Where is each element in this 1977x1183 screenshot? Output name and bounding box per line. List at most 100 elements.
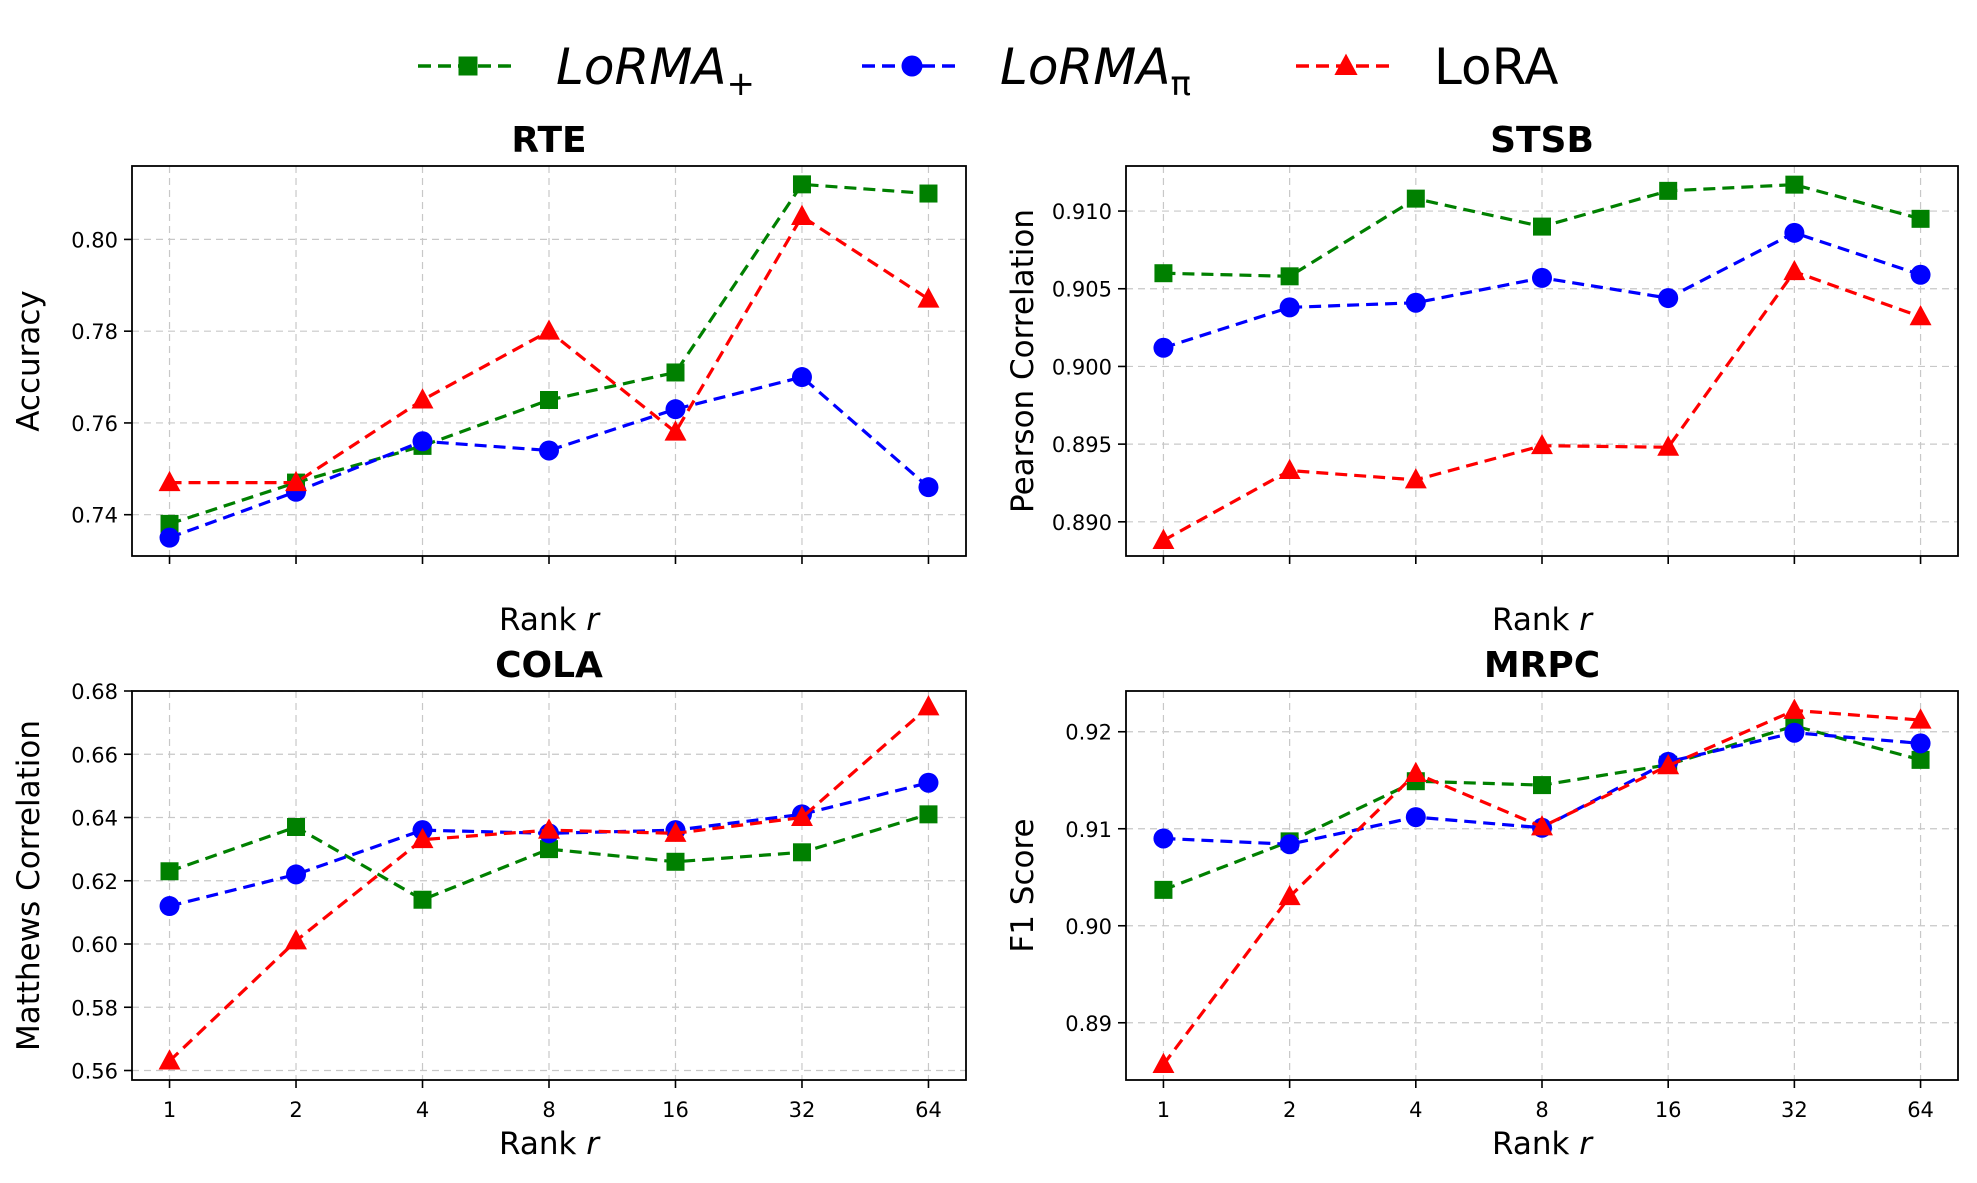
- x-tick-label: 1: [1157, 1098, 1170, 1122]
- data-point-lorma_plus: [1154, 264, 1173, 283]
- data-point-lora: [1404, 468, 1427, 489]
- data-point-lorma_pi: [1405, 807, 1426, 828]
- data-point-lora: [1404, 761, 1427, 782]
- legend-label: LoRMAπ: [1000, 38, 1191, 104]
- x-tick-label: 32: [789, 1098, 816, 1122]
- y-tick-label: 0.90: [1065, 915, 1112, 939]
- data-point-lorma_plus: [160, 514, 179, 533]
- y-tick-label: 0.910: [1052, 200, 1112, 224]
- data-point-lorma_pi: [1784, 722, 1805, 743]
- plot-frame: [1125, 165, 1959, 557]
- data-point-lorma_plus: [919, 805, 938, 824]
- panel-mrpc: 0.89 0.90 0.91 0.92 1 2 4 8 16 32 64 MRPC Rank r F1 S…: [1005, 645, 1959, 1162]
- data-point-lora: [1783, 698, 1806, 719]
- legend-marker: [901, 55, 923, 77]
- x-tick-label: 1: [163, 1098, 176, 1122]
- data-point-lorma_plus: [792, 843, 811, 862]
- data-point-lorma_plus: [792, 175, 811, 194]
- data-point-lora: [1657, 435, 1680, 456]
- data-point-lora: [791, 805, 813, 827]
- data-point-lora: [1152, 528, 1175, 549]
- plot-frame: [131, 690, 967, 1081]
- data-point-lorma_pi: [1658, 288, 1679, 309]
- legend-item-lorma_plus: LoRMA+: [418, 38, 755, 104]
- y-tick-label: 0.900: [1052, 355, 1112, 379]
- data-point-lorma_plus: [160, 862, 179, 881]
- data-point-lorma_pi: [412, 431, 433, 452]
- y-tick-label: 0.78: [71, 320, 118, 344]
- plot-frame: [131, 165, 967, 557]
- data-point-lora: [1152, 1052, 1175, 1073]
- legend-label: LoRMA+: [556, 38, 755, 104]
- y-axis-label: Accuracy: [11, 290, 47, 432]
- data-point-lorma_pi: [1153, 828, 1174, 849]
- x-tick-label: 2: [1283, 1098, 1296, 1122]
- panel-title: STSB: [1490, 120, 1594, 161]
- data-point-lorma_plus: [413, 890, 432, 909]
- data-point-lorma_pi: [665, 399, 686, 420]
- y-tick-label: 0.68: [71, 680, 118, 704]
- series-lorma_pi: [1153, 222, 1931, 358]
- panel-stsb: 0.890 0.895 0.900 0.905 0.910 STSB Rank r Pears…: [1005, 120, 1959, 638]
- data-point-lora: [1531, 815, 1553, 836]
- data-point-lorma_pi: [1910, 733, 1931, 754]
- legend-item-lorma_pi: LoRMAπ: [862, 38, 1191, 104]
- y-tick-label: 0.74: [71, 504, 118, 528]
- data-point-lora: [1278, 458, 1301, 480]
- x-tick-label: 2: [289, 1098, 302, 1122]
- data-point-lora: [1909, 708, 1932, 729]
- x-tick-label: 16: [1655, 1098, 1682, 1122]
- data-point-lorma_pi: [918, 772, 939, 793]
- panel-cola: 0.56 0.58 0.60 0.62 0.64 0.66 0.68 1 2 4 8 16 32 64 CO…: [11, 645, 967, 1162]
- y-tick-label: 0.64: [71, 807, 118, 831]
- plot-frame: [1125, 690, 1959, 1081]
- data-point-lorma_plus: [1280, 267, 1299, 286]
- x-tick-label: 16: [662, 1098, 689, 1122]
- y-tick-label: 0.62: [71, 870, 118, 894]
- data-point-lorma_plus: [919, 184, 938, 203]
- legend-marker: [458, 56, 478, 76]
- data-point-lora: [411, 827, 434, 849]
- legend-marker: [1334, 53, 1358, 75]
- series-lorma_pi: [159, 367, 939, 548]
- data-point-lorma_plus: [1785, 175, 1804, 194]
- legend: LoRMA+ LoRMAπ LoRA: [418, 38, 1559, 104]
- y-tick-label: 0.66: [71, 743, 118, 767]
- data-point-lorma_plus: [1154, 880, 1173, 899]
- x-axis-label: Rank r: [499, 1126, 601, 1162]
- data-point-lorma_plus: [540, 840, 558, 859]
- data-point-lorma_pi: [159, 896, 180, 917]
- series-lorma_plus: [1154, 175, 1930, 286]
- data-point-lorma_pi: [1405, 292, 1426, 313]
- data-point-lorma_pi: [1279, 834, 1300, 855]
- y-tick-label: 0.76: [71, 412, 118, 436]
- data-point-lora: [538, 818, 560, 839]
- data-point-lorma_pi: [539, 440, 559, 461]
- data-point-lorma_pi: [159, 527, 180, 548]
- y-axis-label: Matthews Correlation: [11, 720, 47, 1051]
- series-lora: [1152, 259, 1932, 549]
- data-point-lora: [917, 695, 940, 716]
- x-tick-label: 32: [1781, 1098, 1808, 1122]
- y-tick-label: 0.80: [71, 228, 118, 252]
- data-point-lorma_pi: [1910, 264, 1931, 285]
- legend-label: LoRA: [1434, 38, 1559, 96]
- data-point-lora: [1278, 884, 1301, 906]
- data-point-lorma_plus: [666, 852, 685, 871]
- data-point-lora: [1657, 753, 1680, 775]
- data-point-lora: [158, 1049, 181, 1070]
- x-tick-label: 8: [1535, 1098, 1548, 1122]
- x-axis-label: Rank r: [499, 602, 601, 638]
- data-point-lorma_pi: [1279, 297, 1300, 318]
- data-point-lora: [538, 319, 560, 340]
- x-tick-label: 4: [1409, 1098, 1422, 1122]
- y-axis-label: F1 Score: [1005, 818, 1041, 952]
- y-tick-label: 0.89: [1065, 1012, 1112, 1036]
- x-axis-label: Rank r: [1492, 602, 1594, 638]
- y-tick-label: 0.92: [1065, 721, 1112, 745]
- x-tick-label: 64: [1907, 1098, 1934, 1122]
- x-axis-label: Rank r: [1492, 1126, 1594, 1162]
- panel-title: COLA: [495, 645, 603, 686]
- y-tick-label: 0.895: [1052, 433, 1112, 457]
